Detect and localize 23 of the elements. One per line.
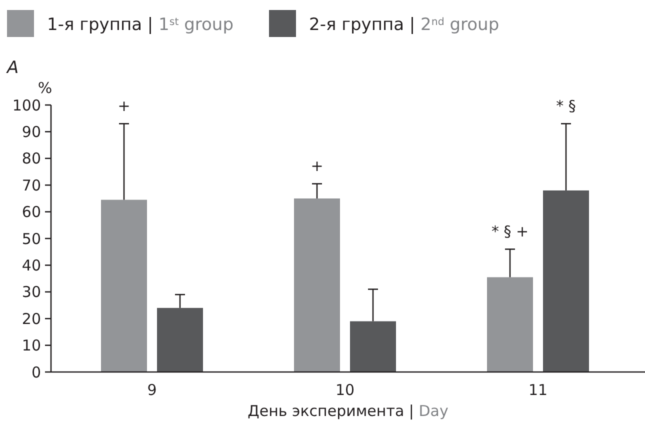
y-tick-label: 30 [22,283,41,302]
x-tick-label: 10 [335,381,355,399]
annotation: + [118,96,130,115]
y-tick-label: 70 [22,176,41,194]
legend-label: 1-я группа | 1$^{st}$ group [47,15,234,35]
y-axis-title: % [38,79,52,97]
text: A [6,58,19,78]
y-tick-label: 60 [22,203,41,222]
x-tick-label: 9 [147,381,157,399]
annotation: * § [556,96,576,115]
legend-label: 2-я группа | 2$^{nd}$ group [309,15,500,35]
y-tick-label: 0 [31,363,41,382]
annotation: + [310,157,324,176]
y-tick-label: 20 [22,310,41,328]
y-tick-label: 80 [22,150,41,168]
y-tick-label: 40 [22,256,41,274]
y-tick-label: 90 [22,122,41,141]
y-tick-label: 50 [22,230,41,248]
x-axis-title: День эксперимента | Day [248,402,448,420]
annotation: * § + [491,222,529,240]
y-tick-label: 10 [22,336,41,355]
y-tick-label: 100 [12,96,41,114]
x-tick-label: 11 [528,381,548,399]
